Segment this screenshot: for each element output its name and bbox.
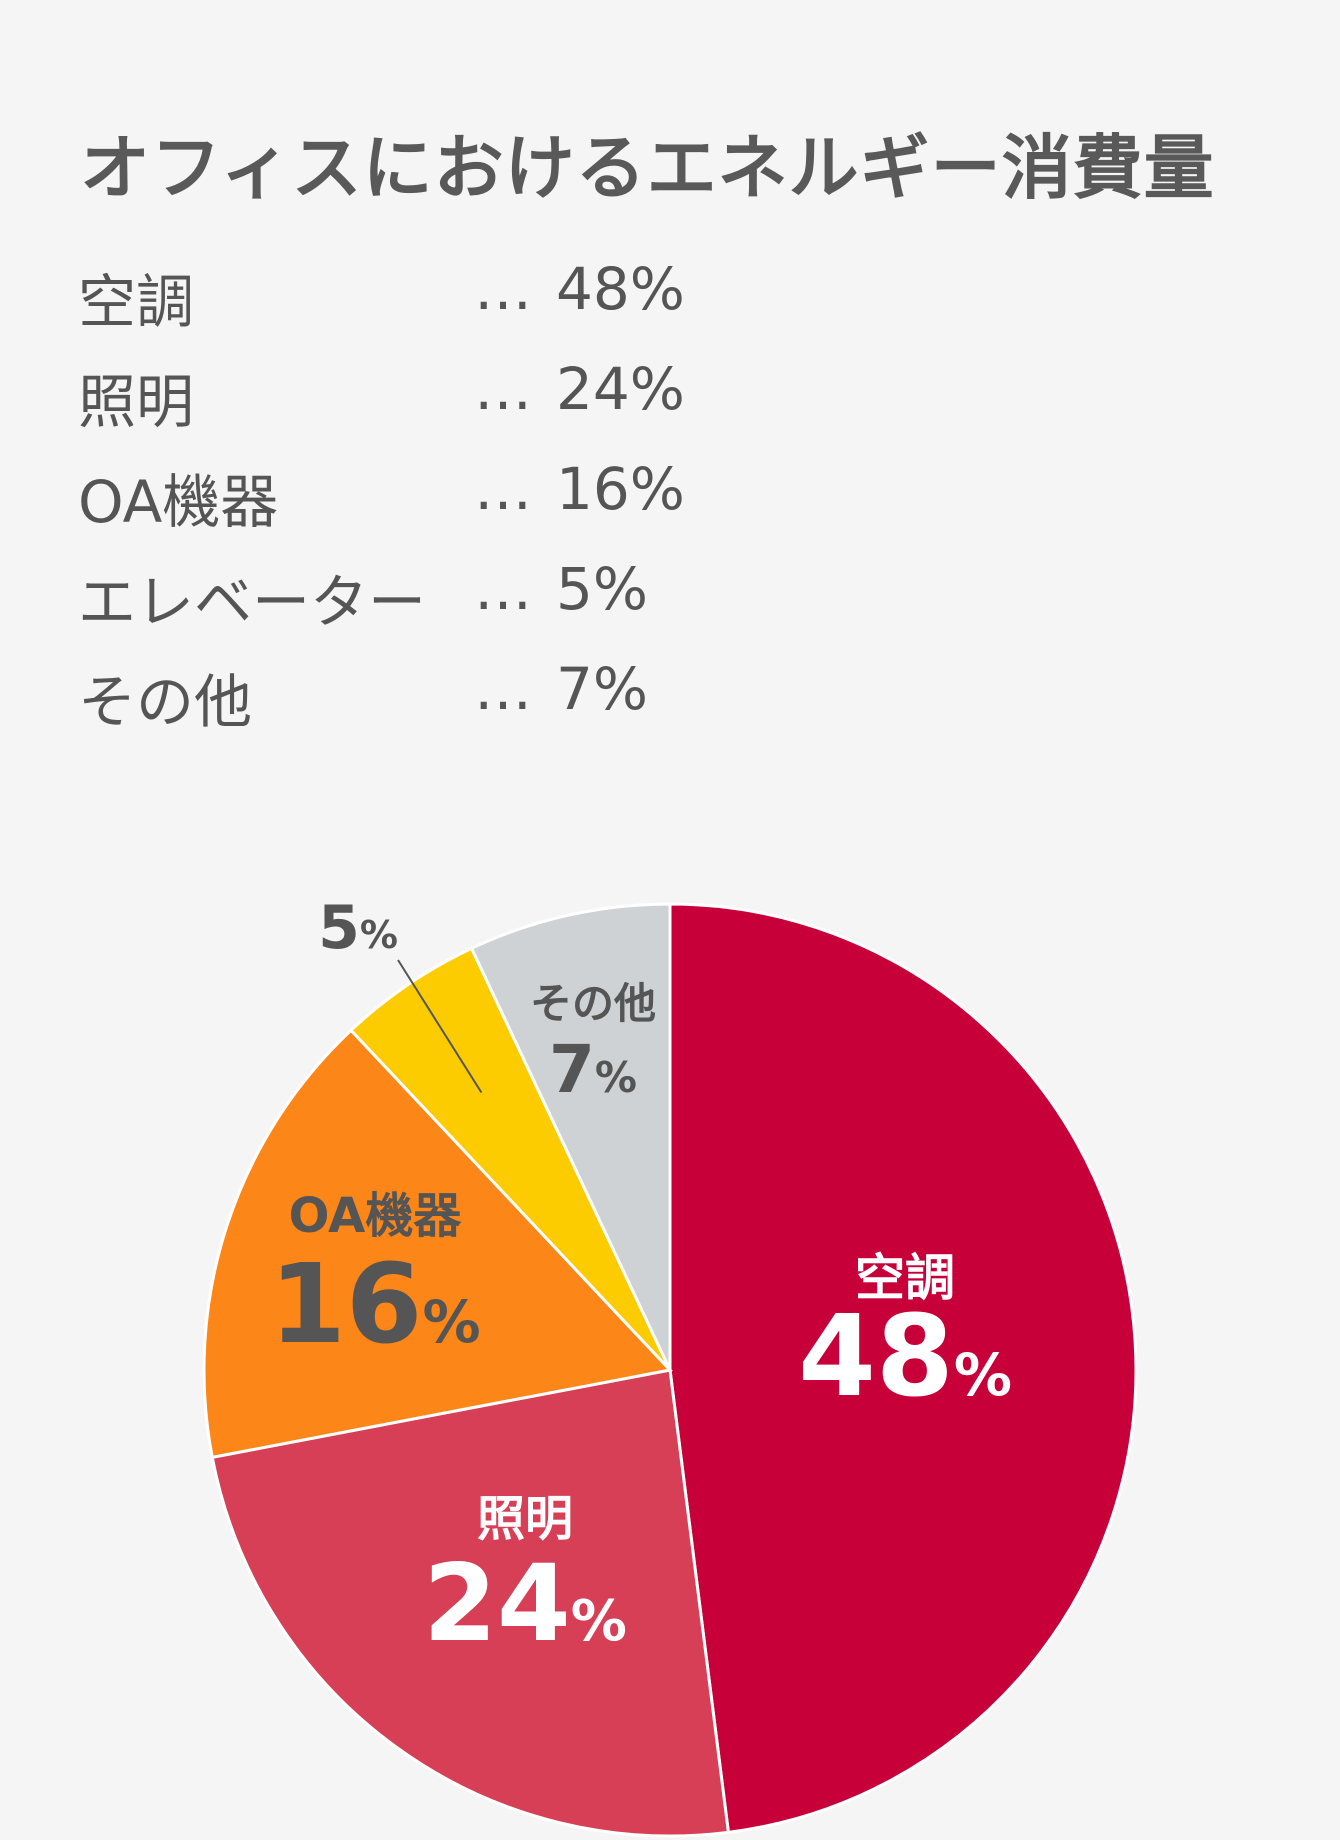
slice-label-lighting: 照明 — [477, 1491, 573, 1547]
pie-slice-elevator — [348, 946, 672, 1372]
slice-value-lighting: 24% — [423, 1542, 627, 1665]
slice-label-oa-equipment: OA機器 — [289, 1188, 463, 1244]
slice-value-other: 7% — [549, 1031, 637, 1108]
chart-title: オフィスにおけるエネルギー消費量 — [80, 127, 1215, 209]
slice-label-aircon: 空調 — [855, 1249, 955, 1307]
legend-label: 照明 — [78, 368, 195, 436]
legend: 空調 … 48% 照明 … 24% OA機器 … 16% エレベーター … 5%… — [78, 255, 685, 755]
slice-value-elevator: 5% — [318, 893, 398, 963]
pie-slice-lighting — [210, 1368, 731, 1838]
slice-value-oa-equipment: 16% — [269, 1240, 480, 1368]
legend-value: 7% — [556, 655, 649, 723]
slice-label-other: その他 — [530, 979, 656, 1028]
legend-dots: … — [474, 455, 532, 523]
pie-slice-aircon — [668, 902, 1138, 1835]
legend-label: OA機器 — [78, 468, 279, 536]
legend-dots: … — [474, 255, 532, 323]
legend-item-lighting: 照明 … 24% — [78, 355, 685, 455]
legend-item-aircon: 空調 … 48% — [78, 255, 685, 355]
pie-slice-other — [469, 902, 672, 1371]
legend-item-other: その他 … 7% — [78, 655, 685, 755]
legend-value: 16% — [556, 455, 685, 523]
legend-item-oa: OA機器 … 16% — [78, 455, 685, 555]
legend-value: 24% — [556, 355, 685, 423]
legend-value: 48% — [556, 255, 685, 323]
legend-label: その他 — [78, 668, 253, 736]
legend-dots: … — [474, 655, 532, 723]
legend-item-elevator: エレベーター … 5% — [78, 555, 685, 655]
legend-dots: … — [474, 355, 532, 423]
legend-label: エレベーター — [78, 568, 427, 636]
slice-value-aircon: 48% — [798, 1292, 1012, 1422]
pie-slice-oa-equipment — [202, 1028, 673, 1460]
legend-value: 5% — [556, 555, 649, 623]
legend-label: 空調 — [78, 268, 195, 336]
legend-dots: … — [474, 555, 532, 623]
leader-line-elevator — [397, 959, 483, 1094]
